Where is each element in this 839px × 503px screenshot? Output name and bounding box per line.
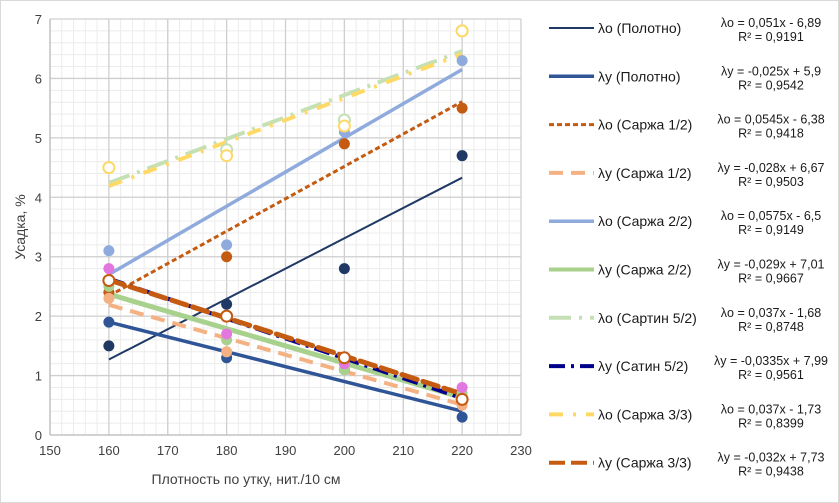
x-tick-label: 150	[39, 443, 61, 458]
y-tick-label: 1	[35, 369, 42, 384]
grid	[49, 18, 522, 436]
data-point	[456, 102, 468, 114]
y-tick-label: 2	[35, 309, 42, 324]
trendline-equation: λo = 0,0575x - 6,5	[721, 209, 821, 223]
axes: 150 160 170 180 190 200 210 220 230 0 1 2 3 4 5 6 7	[35, 12, 532, 458]
data-point	[338, 263, 350, 275]
r-squared: R² = 0,9503	[738, 175, 804, 189]
trendline-equation: λo = 0,051x - 6,89	[721, 16, 821, 30]
data-point	[220, 309, 234, 323]
data-point	[103, 316, 115, 328]
legend-label: λy (Саржа 2/2)	[598, 262, 692, 278]
data-point	[456, 150, 468, 162]
legend-label: λo (Саржа 2/2)	[598, 213, 692, 229]
y-tick-label: 5	[35, 131, 42, 146]
x-tick-label: 230	[510, 443, 532, 458]
x-tick-label: 170	[157, 443, 179, 458]
data-point	[455, 24, 469, 38]
x-tick-label: 200	[334, 443, 356, 458]
x-tick-label: 220	[451, 443, 473, 458]
trendline-equation: λy = -0,032x + 7,73	[717, 451, 824, 465]
x-tick-label: 190	[275, 443, 297, 458]
r-squared: R² = 0,9438	[738, 465, 804, 479]
r-squared: R² = 0,9191	[738, 30, 804, 44]
data-point	[456, 381, 468, 393]
trendlines	[106, 49, 465, 413]
x-tick-label: 160	[98, 443, 120, 458]
data-point	[221, 239, 233, 251]
r-squared: R² = 0,9561	[738, 368, 804, 382]
data-point	[455, 392, 469, 406]
data-point	[456, 55, 468, 67]
data-point	[103, 340, 115, 352]
legend-label: λo (Полотно)	[598, 20, 681, 36]
r-squared: R² = 0,9542	[738, 78, 804, 92]
legend-label: λy (Сатин 5/2)	[598, 358, 688, 374]
y-tick-label: 3	[35, 250, 42, 265]
trendline-equation: λo = 0,037x - 1,68	[721, 306, 821, 320]
y-tick-label: 6	[35, 71, 42, 86]
data-point	[337, 351, 351, 365]
r-squared: R² = 0,9667	[738, 272, 804, 286]
data-point	[337, 119, 351, 133]
legend-label: λy (Полотно)	[598, 68, 681, 84]
x-tick-label: 210	[392, 443, 414, 458]
data-points	[102, 24, 469, 423]
y-tick-label: 0	[35, 428, 42, 443]
y-tick-label: 4	[35, 190, 42, 205]
trendline	[108, 52, 463, 188]
trendline-equation: λy = -0,029x + 7,01	[717, 258, 824, 272]
trendline	[108, 176, 463, 361]
trendline-equation: λy = -0,0335x + 7,99	[714, 354, 828, 368]
x-tick-label: 180	[216, 443, 238, 458]
data-point	[103, 245, 115, 257]
trendline	[108, 100, 463, 298]
trendline-equation: λo = 0,037x - 1,73	[721, 402, 821, 416]
r-squared: R² = 0,9418	[738, 127, 804, 141]
legend-label: λy (Саржа 1/2)	[598, 165, 692, 181]
trendline-equation: λo = 0,0545x - 6,38	[717, 113, 824, 127]
r-squared: R² = 0,8748	[738, 320, 804, 334]
data-point	[221, 346, 233, 358]
trendline-equation: λy = -0,025x + 5,9	[721, 64, 821, 78]
data-point	[103, 263, 115, 275]
r-squared: R² = 0,9149	[738, 223, 804, 237]
data-point	[102, 273, 116, 287]
legend-label: λo (Саржа 3/3)	[598, 406, 692, 422]
trendline	[107, 68, 464, 277]
data-point	[220, 149, 234, 163]
trendline	[108, 302, 463, 407]
data-point	[221, 328, 233, 340]
y-tick-label: 7	[35, 12, 42, 27]
data-point	[221, 298, 233, 310]
x-axis-label: Плотность по утку, нит./10 см	[152, 471, 341, 487]
trendline	[106, 277, 465, 397]
legend-label: λy (Саржа 3/3)	[598, 455, 692, 471]
data-point	[103, 292, 115, 304]
r-squared: R² = 0,8399	[738, 416, 804, 430]
y-axis-label: Усадка, %	[12, 194, 28, 259]
trendline-equation: λy = -0,028x + 6,67	[717, 161, 824, 175]
trendline	[108, 49, 463, 185]
data-point	[456, 411, 468, 423]
trendline	[108, 320, 463, 413]
data-point	[338, 138, 350, 150]
data-point	[221, 251, 233, 263]
legend-label: λo (Саржа 1/2)	[598, 117, 692, 133]
data-point	[102, 161, 116, 175]
legend-label: λo (Сартин 5/2)	[598, 310, 697, 326]
